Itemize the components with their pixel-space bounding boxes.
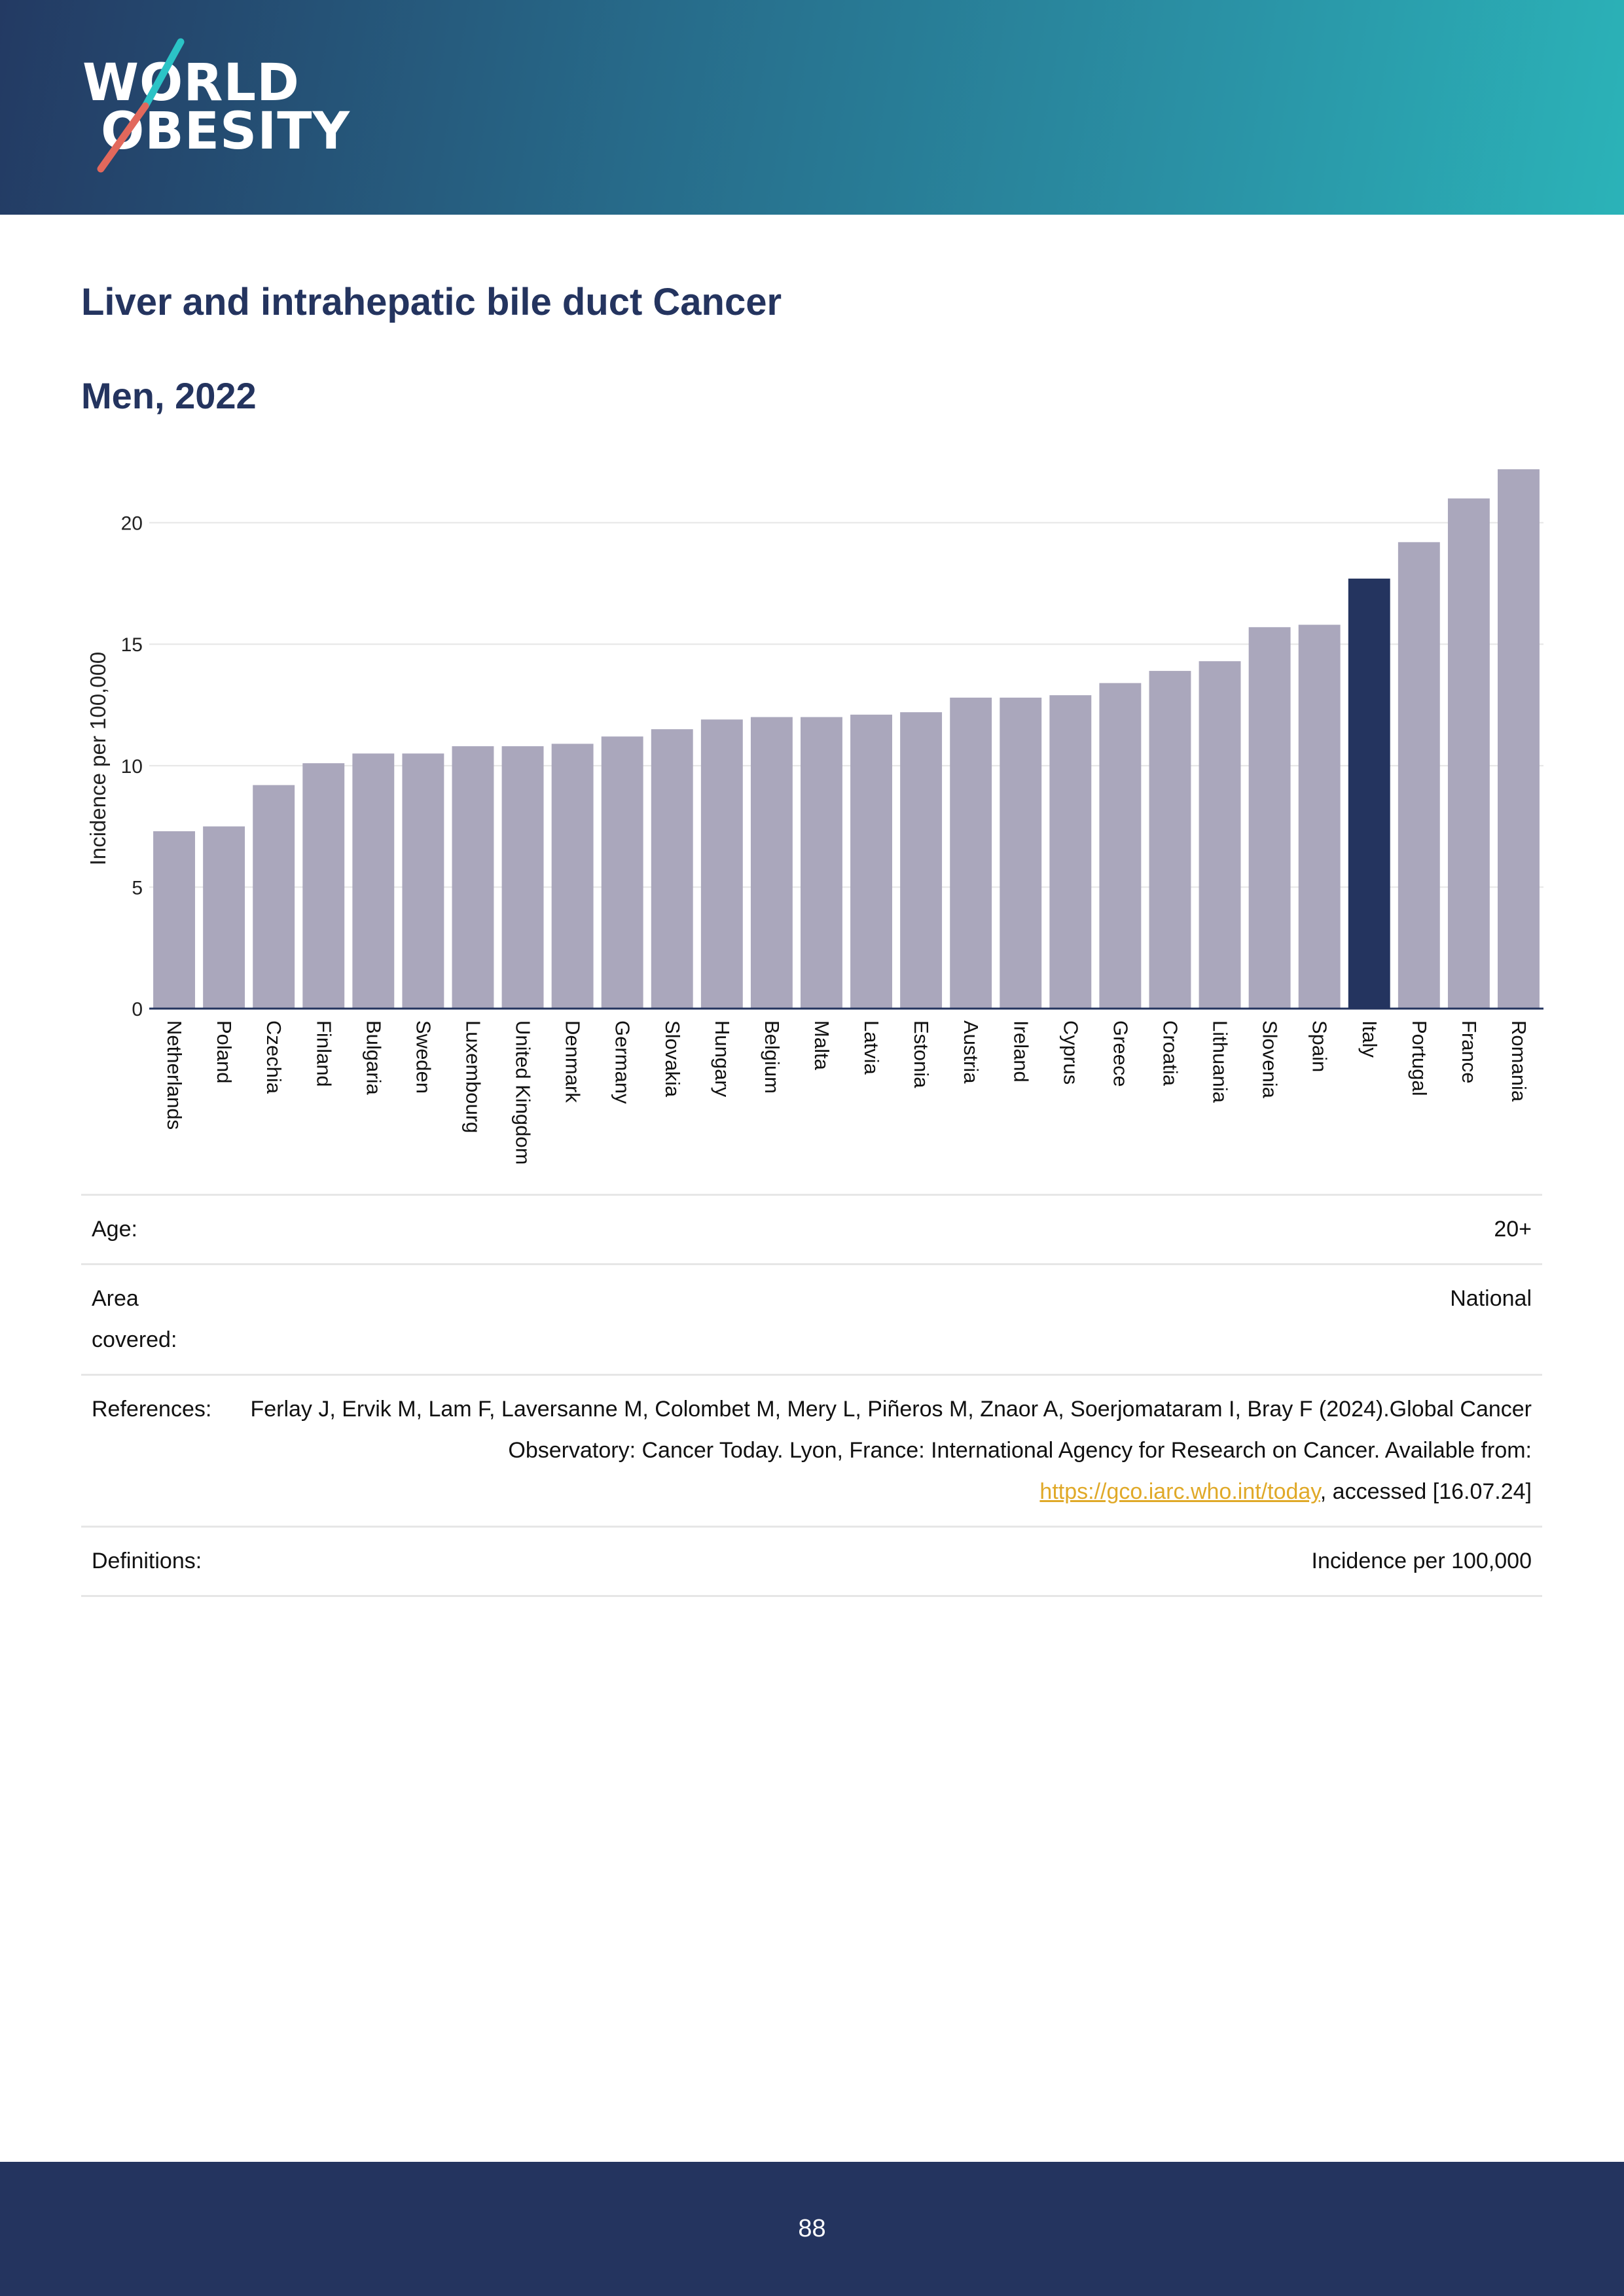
bar-latvia <box>850 714 892 1009</box>
x-tick-label: Cyprus <box>1059 1020 1082 1085</box>
bar-germany <box>601 736 643 1009</box>
y-tick-label: 10 <box>121 756 143 778</box>
x-tick-label: Italy <box>1358 1020 1381 1058</box>
logo-slash-icon <box>97 38 185 173</box>
bar-netherlands <box>153 831 195 1009</box>
bar-ireland <box>1000 697 1042 1009</box>
age-value: 20+ <box>1494 1217 1532 1242</box>
bar-bulgaria <box>352 753 395 1009</box>
x-tick-label: Czechia <box>262 1020 285 1094</box>
bar-estonia <box>900 712 943 1009</box>
page-title: Liver and intrahepatic bile duct Cancer <box>81 281 782 323</box>
definitions-label: Definitions: <box>92 1549 202 1573</box>
x-tick-label: Latvia <box>860 1020 883 1075</box>
x-tick-label: Denmark <box>562 1020 585 1103</box>
bar-cyprus <box>1049 695 1092 1009</box>
bar-united-kingdom <box>501 746 544 1009</box>
x-tick-label: Spain <box>1308 1020 1331 1072</box>
bar-france <box>1447 498 1490 1009</box>
page-number: 88 <box>798 2215 826 2242</box>
x-tick-label: Luxembourg <box>461 1020 484 1133</box>
bar-austria <box>950 697 992 1009</box>
x-tick-label: Romania <box>1507 1020 1530 1102</box>
x-tick-label: Estonia <box>910 1020 933 1088</box>
info-row-definitions: Definitions: Incidence per 100,000 <box>81 1528 1542 1597</box>
info-row-area: Area covered: National <box>81 1265 1542 1376</box>
references-value: Ferlay J, Ervik M, Lam F, Laversanne M, … <box>216 1389 1532 1513</box>
logo-word-world: WORLD <box>82 54 300 113</box>
info-table: Age: 20+ Area covered: National Referenc… <box>81 1194 1542 1597</box>
y-tick-label: 15 <box>121 634 143 656</box>
x-tick-label: Poland <box>213 1020 236 1084</box>
age-label: Age: <box>92 1217 137 1242</box>
x-tick-label: Hungary <box>711 1020 734 1098</box>
x-tick-label: Slovakia <box>661 1020 684 1098</box>
bar-slovenia <box>1248 627 1291 1009</box>
y-tick-label: 5 <box>132 877 143 899</box>
bar-portugal <box>1398 542 1440 1009</box>
bar-denmark <box>551 744 594 1009</box>
bar-spain <box>1298 624 1341 1009</box>
bar-czechia <box>253 785 295 1009</box>
info-row-references: References: Ferlay J, Ervik M, Lam F, La… <box>81 1376 1542 1528</box>
info-row-age: Age: 20+ <box>81 1196 1542 1265</box>
x-tick-label: France <box>1458 1020 1481 1083</box>
x-tick-label: Sweden <box>412 1020 435 1094</box>
x-tick-label: Belgium <box>761 1020 784 1094</box>
bar-sweden <box>402 753 444 1009</box>
page-subtitle: Men, 2022 <box>81 375 257 416</box>
bar-chart: 0 5 10 15 20 Incidence per 100,000 Netherlands… <box>86 469 1543 1165</box>
area-value: National <box>1450 1286 1532 1311</box>
area-label: Area covered: <box>92 1286 177 1352</box>
references-label: References: <box>92 1397 212 1422</box>
references-link[interactable]: https://gco.iarc.who.int/today <box>1039 1479 1320 1504</box>
x-tick-label: Portugal <box>1408 1020 1431 1096</box>
bar-croatia <box>1149 671 1191 1009</box>
x-tick-label: Slovenia <box>1259 1020 1282 1099</box>
x-tick-label: Finland <box>312 1020 335 1087</box>
bar-belgium <box>750 717 793 1009</box>
bar-hungary <box>700 719 743 1009</box>
x-tick-label: Germany <box>611 1020 634 1104</box>
x-tick-label: United Kingdom <box>512 1020 535 1165</box>
bar-poland <box>203 826 245 1009</box>
bar-romania <box>1498 469 1540 1009</box>
page-header: WORLD OBESITY <box>0 0 1624 215</box>
bar-italy <box>1348 579 1390 1009</box>
world-obesity-logo: WORLD OBESITY <box>79 38 350 175</box>
x-tick-label: Netherlands <box>163 1020 186 1130</box>
page-footer <box>0 2162 1624 2296</box>
y-tick-label: 20 <box>121 513 143 535</box>
x-tick-label: Bulgaria <box>362 1020 385 1095</box>
bar-malta <box>801 717 842 1009</box>
definitions-value: Incidence per 100,000 <box>1311 1549 1532 1573</box>
bar-slovakia <box>651 729 693 1009</box>
y-tick-label: 0 <box>132 999 143 1020</box>
x-tick-label: Ireland <box>1009 1020 1032 1083</box>
x-tick-label: Greece <box>1109 1020 1132 1087</box>
bar-greece <box>1099 683 1142 1009</box>
x-tick-label: Austria <box>960 1020 983 1084</box>
bar-finland <box>302 763 345 1009</box>
references-suffix: , accessed [16.07.24] <box>1320 1479 1532 1504</box>
bar-luxembourg <box>452 746 494 1009</box>
x-tick-label: Croatia <box>1159 1020 1182 1086</box>
bar-lithuania <box>1199 661 1241 1009</box>
references-text: Ferlay J, Ervik M, Lam F, Laversanne M, … <box>250 1397 1532 1463</box>
x-tick-label: Malta <box>810 1020 833 1071</box>
x-tick-label: Lithuania <box>1209 1020 1232 1103</box>
y-axis-label: Incidence per 100,000 <box>86 652 110 866</box>
